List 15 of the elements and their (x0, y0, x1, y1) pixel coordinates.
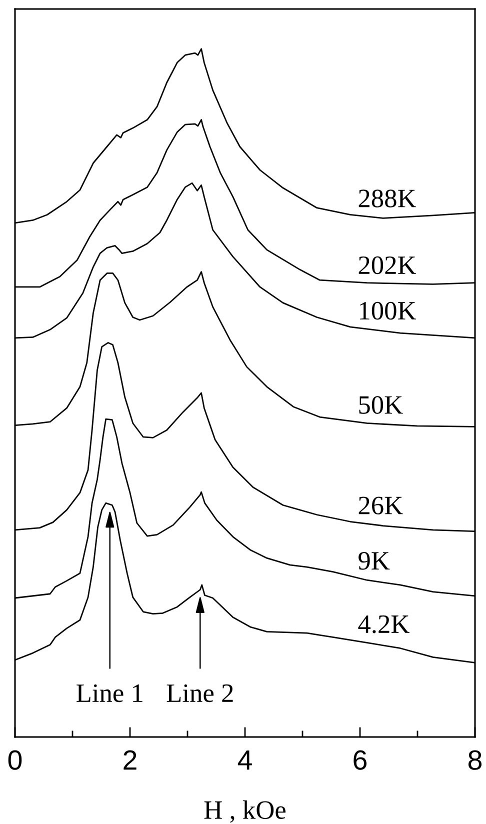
series-label: 26K (358, 496, 403, 514)
series-label: 100K (360, 302, 416, 320)
x-axis-title: H , kOe (204, 800, 286, 823)
annotation: Line 1 (76, 684, 142, 702)
x-tick-label: 8 (468, 750, 482, 770)
x-tick-label: 2 (124, 750, 136, 770)
x-tick-label: 6 (354, 750, 367, 770)
series-label: 4.2K (358, 615, 410, 634)
series-label: 288K (358, 190, 416, 208)
series-label: 50K (359, 396, 403, 414)
annotation: Line 2 (166, 684, 233, 702)
x-tick-label: 4 (238, 750, 252, 770)
x-tick-label: 0 (8, 750, 22, 770)
series-label: 202K (358, 256, 416, 274)
series-label: 9K (358, 552, 390, 570)
